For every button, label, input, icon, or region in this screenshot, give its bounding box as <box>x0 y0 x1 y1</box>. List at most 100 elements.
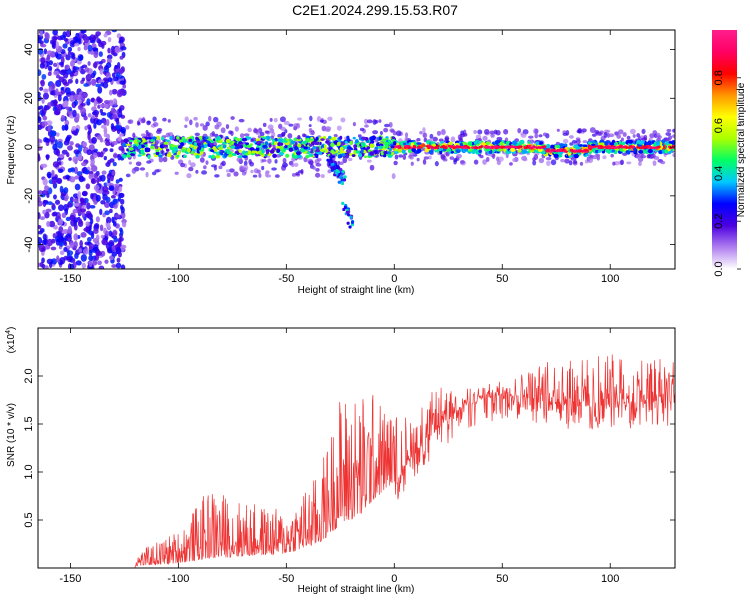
heatmap-cell <box>339 135 343 140</box>
heatmap-cell <box>91 136 97 144</box>
x-tick-label: -100 <box>167 273 189 285</box>
heatmap-cell <box>345 210 350 214</box>
heatmap-cell <box>287 133 293 139</box>
heatmap-cell <box>111 72 116 78</box>
heatmap-cell <box>581 128 587 133</box>
heatmap-cell <box>471 150 476 154</box>
heatmap-cell <box>602 155 607 160</box>
heatmap-cell <box>203 165 207 170</box>
heatmap-cell <box>63 204 69 212</box>
heatmap-cell <box>105 141 111 147</box>
heatmap-cell <box>312 166 316 170</box>
heatmap-cell <box>39 261 44 268</box>
heatmap-cell <box>672 128 675 133</box>
heatmap-cell <box>444 137 450 141</box>
heatmap-cell <box>101 43 105 49</box>
heatmap-cell <box>176 154 180 158</box>
heatmap-cell <box>538 157 545 164</box>
heatmap-cell <box>53 70 60 76</box>
heatmap-cell <box>243 160 248 167</box>
heatmap-cell <box>40 79 45 87</box>
heatmap-cell <box>55 235 60 242</box>
heatmap-cell <box>265 170 270 175</box>
heatmap-cell <box>264 130 270 134</box>
heatmap-cell <box>324 148 329 152</box>
heatmap-cell <box>120 46 127 51</box>
heatmap-cell <box>310 129 315 136</box>
heatmap-cell <box>226 172 231 177</box>
heatmap-cell <box>76 95 81 101</box>
heatmap-cell <box>296 151 301 156</box>
heatmap-cell <box>81 191 88 197</box>
heatmap-cell <box>105 196 111 203</box>
heatmap-cell <box>234 151 239 154</box>
heatmap-cell <box>573 144 579 149</box>
heatmap-cell <box>286 138 290 142</box>
heatmap-cell <box>63 140 70 146</box>
heatmap-cell <box>87 132 91 141</box>
heatmap-cell <box>473 130 477 134</box>
y-tick-label: 40 <box>23 43 35 55</box>
heatmap-cell <box>530 146 534 150</box>
heatmap-cell <box>67 250 74 256</box>
heatmap-cell <box>568 160 573 166</box>
heatmap-cell <box>283 120 290 126</box>
heatmap-cell <box>494 140 500 144</box>
heatmap-cell <box>247 150 252 155</box>
heatmap-cell <box>106 133 110 140</box>
heatmap-cell <box>366 146 371 150</box>
heatmap-cell <box>155 149 160 153</box>
heatmap-cell <box>103 99 111 105</box>
heatmap-cell <box>112 76 119 82</box>
heatmap-cell <box>214 174 220 178</box>
heatmap-cell <box>323 144 327 148</box>
heatmap-cell <box>99 137 104 143</box>
heatmap-cell <box>38 142 41 147</box>
heatmap-cell <box>660 139 666 144</box>
heatmap-cell <box>327 169 332 174</box>
heatmap-cell <box>186 147 191 153</box>
heatmap-cell <box>252 174 258 178</box>
heatmap-cell <box>339 161 344 166</box>
heatmap-cell <box>94 254 99 261</box>
heatmap-cell <box>73 240 78 249</box>
heatmap-cell <box>292 123 299 128</box>
heatmap-cell <box>542 145 546 149</box>
heatmap-cell <box>106 173 111 181</box>
heatmap-cell <box>40 163 48 168</box>
heatmap-cell <box>67 225 72 234</box>
spectrogram-x-axis-label: Height of straight line (km) <box>298 285 415 296</box>
heatmap-cell <box>118 145 125 151</box>
heatmap-cell <box>477 129 483 135</box>
heatmap-cell <box>411 147 417 153</box>
heatmap-cell <box>512 158 517 163</box>
heatmap-cell <box>369 143 374 148</box>
heatmap-cell <box>39 30 44 37</box>
heatmap-cell <box>99 266 104 269</box>
heatmap-cell <box>635 154 640 159</box>
heatmap-cell <box>359 127 365 132</box>
heatmap-cell <box>245 152 249 157</box>
heatmap-cell <box>112 161 117 167</box>
heatmap-cell <box>448 141 454 146</box>
heatmap-cell <box>63 37 68 42</box>
heatmap-cell <box>666 137 671 142</box>
x-tick-label: 50 <box>496 273 508 285</box>
heatmap-cell <box>142 138 146 143</box>
heatmap-cell <box>115 118 120 125</box>
x-tick-label: 50 <box>496 573 508 585</box>
chart-title: C2E1.2024.299.15.53.R07 <box>292 2 458 18</box>
heatmap-cell <box>479 154 484 159</box>
heatmap-cell <box>271 167 277 171</box>
heatmap-cell <box>72 66 76 74</box>
heatmap-cell <box>93 99 97 108</box>
heatmap-cell <box>395 130 402 137</box>
heatmap-cell <box>146 160 152 164</box>
heatmap-cell <box>152 116 157 122</box>
heatmap-cell <box>63 82 70 87</box>
heatmap-cell <box>620 159 624 166</box>
heatmap-cell <box>38 116 42 123</box>
heatmap-cell <box>205 160 209 165</box>
heatmap-cell <box>271 139 276 142</box>
heatmap-cell <box>150 145 155 150</box>
